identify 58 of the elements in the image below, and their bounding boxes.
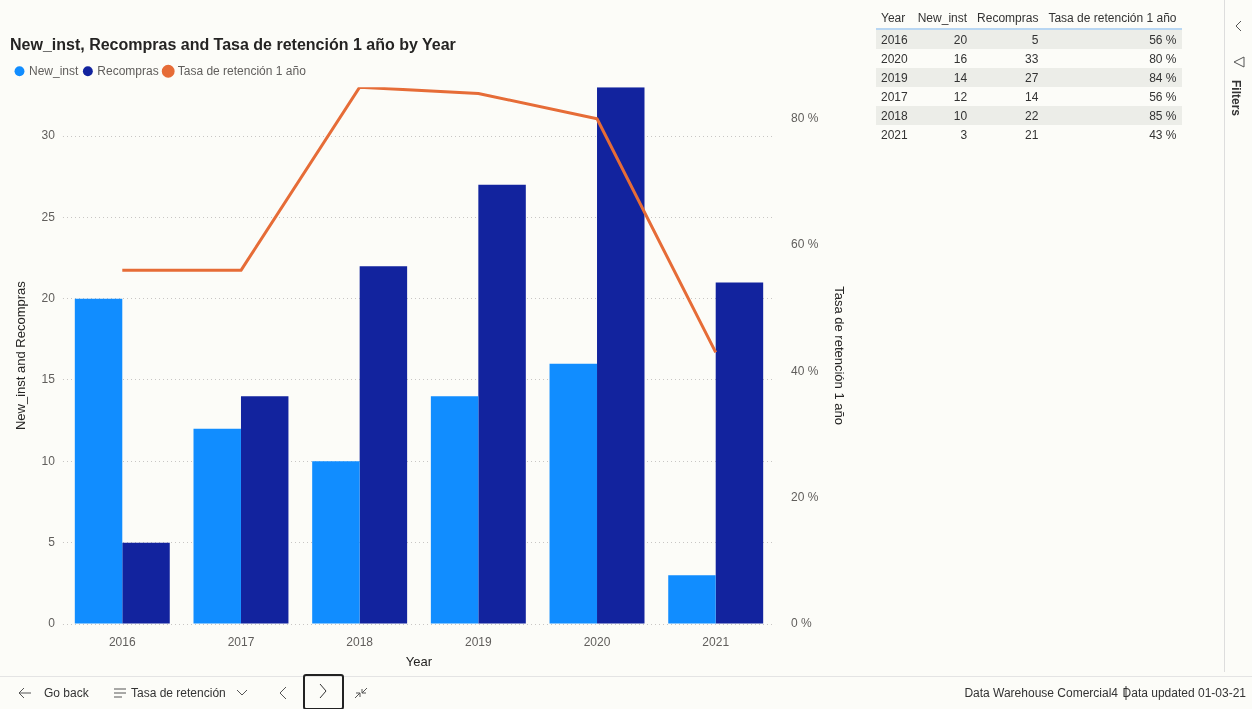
text: Data Warehouse Comercial4 <box>964 686 1118 700</box>
y-tick-label: 25 <box>41 209 56 224</box>
data-label: 14 <box>1024 88 1040 106</box>
text: Filters <box>1229 80 1243 117</box>
legend-label: Tasa de retención 1 año <box>177 63 307 78</box>
data-label: 56 % <box>1148 88 1178 106</box>
y-tick-label: 0 <box>48 616 56 631</box>
y-tick-label: 20 <box>41 290 56 305</box>
category-label: 2019 <box>876 68 913 87</box>
series-label: New_inst <box>912 8 973 29</box>
text: Go back <box>44 686 89 700</box>
category-label: 2017 <box>880 88 909 106</box>
y-tick-label: 10 <box>41 453 56 468</box>
y2-tick-label: 60 % <box>791 237 819 252</box>
data-label: 3 <box>959 126 969 144</box>
category-label: 2021 <box>880 126 909 144</box>
data-label: 16 <box>952 50 969 68</box>
y-tick-label: 15 <box>41 372 56 387</box>
y-tick-label: 5 <box>48 534 56 549</box>
x-tick-label: 2018 <box>346 634 374 649</box>
data-label: 84 % <box>1043 68 1182 87</box>
data-label: 14 <box>912 68 973 87</box>
text: Year <box>876 8 913 29</box>
x-tick-label: 2021 <box>702 634 730 649</box>
y2-axis-title: Tasa de retención 1 año <box>831 286 847 425</box>
x-tick-label: 2020 <box>583 634 611 649</box>
text: Data updated 01-03-21 <box>1122 686 1246 700</box>
series-label: Recompras <box>972 8 1044 29</box>
x-tick-label: 2016 <box>108 634 136 649</box>
data-label: 20 <box>912 29 973 49</box>
data-label: 12 <box>952 88 969 106</box>
data-label: 22 <box>972 106 1044 125</box>
data-label: 43 % <box>1148 126 1178 144</box>
y-axis-title: New_inst and Recompras <box>13 280 29 431</box>
y2-tick-label: 40 % <box>791 363 819 378</box>
y-tick-label: 30 <box>41 128 56 143</box>
x-axis-title: Year <box>405 653 433 669</box>
data-label: 5 <box>972 29 1044 49</box>
category-label: 2016 <box>876 29 913 49</box>
chart-title: New_inst, Recompras and Tasa de retención 1 año by Year <box>10 36 456 54</box>
data-label: 56 % <box>1043 29 1182 49</box>
y2-tick-label: 20 % <box>791 490 819 505</box>
data-label: 33 <box>1024 50 1040 68</box>
legend-label: New_inst <box>29 63 80 78</box>
data-label: 21 <box>1024 126 1040 144</box>
category-label: 2020 <box>880 50 909 68</box>
data-label: 80 % <box>1148 50 1178 68</box>
y2-tick-label: 0 % <box>791 616 813 631</box>
text: Tasa de retención <box>131 686 226 700</box>
x-tick-label: 2019 <box>464 634 493 649</box>
x-tick-label: 2017 <box>227 634 255 649</box>
data-label: 10 <box>912 106 973 125</box>
category-label: 2018 <box>876 106 913 125</box>
legend-label: Recompras <box>97 63 159 78</box>
y2-tick-label: 80 % <box>791 111 819 126</box>
data-label: 27 <box>972 68 1044 87</box>
data-label: 85 % <box>1043 106 1182 125</box>
series-label: Tasa de retención 1 año <box>1043 8 1182 29</box>
